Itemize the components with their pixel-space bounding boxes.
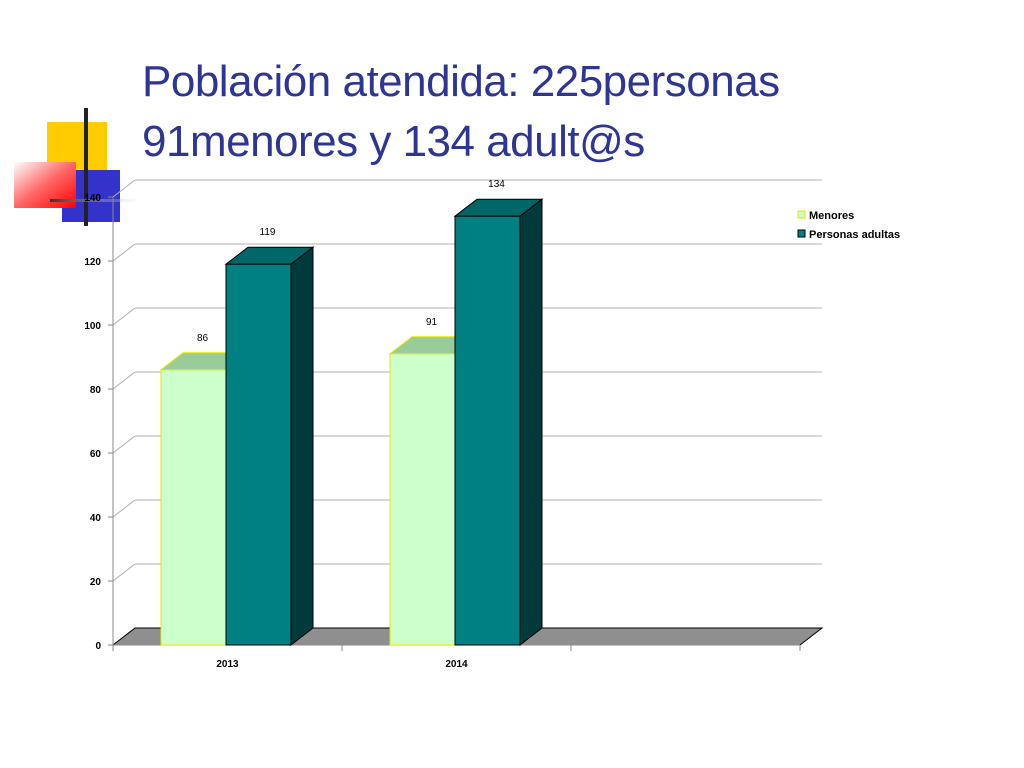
vertical-rule (84, 108, 88, 226)
gridline-depth (112, 179, 136, 198)
y-tick-label: 80 (90, 385, 102, 396)
y-tick-label: 100 (84, 321, 101, 332)
legend-swatch (797, 229, 806, 238)
gridline-depth (112, 307, 136, 326)
gridline-depth (112, 371, 136, 390)
chart-bars (159, 198, 544, 647)
slide-decoration (14, 108, 150, 226)
data-label: 134 (488, 179, 505, 190)
legend-swatch (797, 210, 806, 219)
x-category-label: 2014 (445, 659, 468, 670)
bar (454, 215, 521, 646)
y-tick-label: 120 (84, 257, 101, 268)
y-tick-label: 140 (84, 193, 101, 204)
chart-data-labels: 86 119 91 134 (197, 179, 505, 344)
y-tick-label: 0 (95, 641, 101, 652)
gridline-depth (112, 243, 136, 262)
gridline-depth (112, 435, 136, 454)
bar (225, 263, 292, 646)
data-label: 86 (197, 333, 209, 344)
bar (389, 353, 456, 646)
title-line-1: Población atendida: 225personas (142, 57, 780, 106)
legend-entry: Personas adultas (809, 229, 900, 241)
bar-side (519, 198, 543, 647)
x-category-label: 2013 (216, 659, 239, 670)
legend-entry: Menores (809, 210, 854, 222)
data-label: 119 (260, 227, 276, 238)
horizontal-rule (50, 199, 150, 202)
slide-title: Población atendida: 225personas 91menore… (142, 52, 1002, 172)
gridline-depth (112, 499, 136, 518)
y-tick-label: 20 (90, 577, 102, 588)
y-tick-label: 60 (90, 449, 102, 460)
gridline-depth (112, 563, 136, 582)
data-label: 91 (426, 317, 438, 328)
bar-side (290, 246, 314, 647)
bar (160, 369, 227, 646)
y-tick-label: 40 (90, 513, 102, 524)
title-line-2: 91menores y 134 adult@s (142, 117, 645, 166)
chart-legend: Menores Personas adultas (797, 210, 900, 241)
